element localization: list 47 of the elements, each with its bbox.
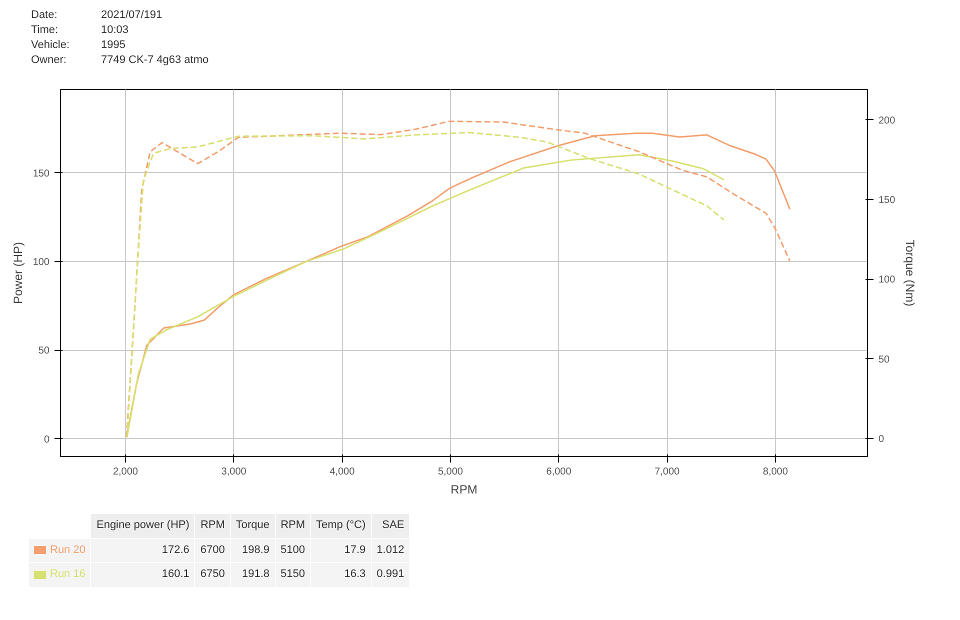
x-tick-label: 2,000	[112, 466, 138, 478]
x-tick-label: 8,000	[762, 466, 788, 478]
text: 1.012	[372, 538, 410, 562]
y2-tick-label: 50	[878, 354, 890, 366]
x-tick-label: 5,000	[438, 466, 464, 478]
y-axis-title: Power (HP)	[10, 242, 25, 304]
x-tick-label: 3,000	[221, 466, 247, 478]
text: 5150	[276, 563, 310, 588]
text: 172.6	[91, 538, 194, 562]
x-axis-title: RPM	[450, 482, 478, 496]
y2-tick-label: 200	[878, 115, 896, 126]
text: 7749 CK-7 4g63 atmo	[100, 53, 210, 68]
text: 17.9	[311, 538, 371, 562]
text: 16.3	[311, 563, 371, 588]
y2-tick-label: 100	[878, 274, 896, 286]
text: 6750	[195, 563, 230, 588]
text: Vehicle:	[30, 38, 71, 53]
text: Engine power (HP)	[91, 514, 194, 538]
text: 2021/07/191	[100, 8, 164, 23]
y-tick-label: 0	[44, 434, 50, 446]
text: 198.9	[230, 538, 275, 562]
x-tick-label: 7,000	[654, 466, 680, 478]
y2-tick-label: 0	[878, 434, 884, 446]
text: Owner:	[30, 53, 68, 68]
y2-axis-title: Torque (Nm)	[903, 240, 918, 306]
y-tick-label: 100	[32, 256, 50, 268]
text: 1995	[100, 38, 126, 53]
text: SAE	[372, 514, 410, 538]
x-tick-label: 4,000	[330, 466, 356, 478]
text: 5100	[276, 538, 310, 562]
text: 6700	[195, 538, 230, 562]
text: RPM	[276, 514, 310, 538]
text: Temp (°C)	[311, 514, 371, 538]
text: 191.8	[230, 563, 275, 588]
text: 160.1	[91, 563, 194, 588]
text: RPM	[195, 514, 230, 538]
text: 0.991	[372, 563, 410, 588]
legend-label: Run 20	[29, 538, 90, 562]
y-tick-label: 150	[32, 168, 50, 180]
text: Date:	[30, 8, 58, 23]
x-tick-label: 6,000	[546, 466, 572, 478]
y-tick-label: 50	[38, 346, 50, 357]
y2-tick-label: 150	[878, 195, 896, 206]
text: Time:	[30, 23, 60, 38]
text: Torque	[230, 514, 275, 538]
legend-label: Run 16	[29, 563, 90, 588]
text: 10:03	[100, 23, 130, 38]
